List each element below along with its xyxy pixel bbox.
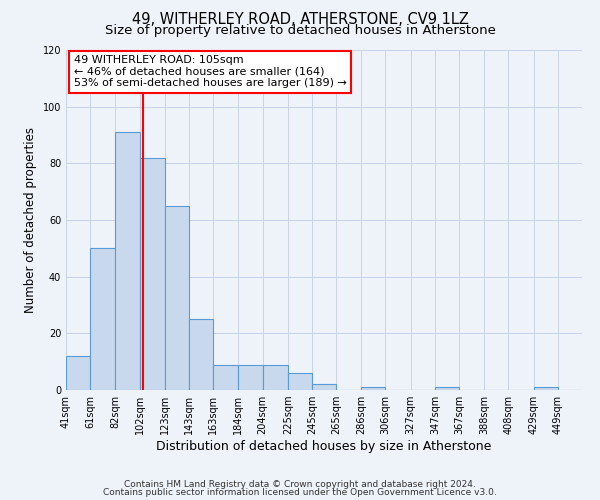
Bar [312,384,336,390]
Y-axis label: Number of detached properties: Number of detached properties [24,127,37,313]
Bar [115,132,140,390]
Bar [213,364,238,390]
Bar [435,387,459,390]
Text: Size of property relative to detached houses in Atherstone: Size of property relative to detached ho… [104,24,496,37]
Bar [238,364,263,390]
Bar [534,387,558,390]
Bar [66,356,90,390]
Bar [361,387,385,390]
Bar [263,364,288,390]
Text: Contains HM Land Registry data © Crown copyright and database right 2024.: Contains HM Land Registry data © Crown c… [124,480,476,489]
Text: 49 WITHERLEY ROAD: 105sqm
← 46% of detached houses are smaller (164)
53% of semi: 49 WITHERLEY ROAD: 105sqm ← 46% of detac… [74,55,347,88]
X-axis label: Distribution of detached houses by size in Atherstone: Distribution of detached houses by size … [157,440,491,453]
Bar [288,373,312,390]
Bar [140,158,165,390]
Bar [90,248,115,390]
Text: 49, WITHERLEY ROAD, ATHERSTONE, CV9 1LZ: 49, WITHERLEY ROAD, ATHERSTONE, CV9 1LZ [131,12,469,28]
Text: Contains public sector information licensed under the Open Government Licence v3: Contains public sector information licen… [103,488,497,497]
Bar [189,319,213,390]
Bar [165,206,189,390]
